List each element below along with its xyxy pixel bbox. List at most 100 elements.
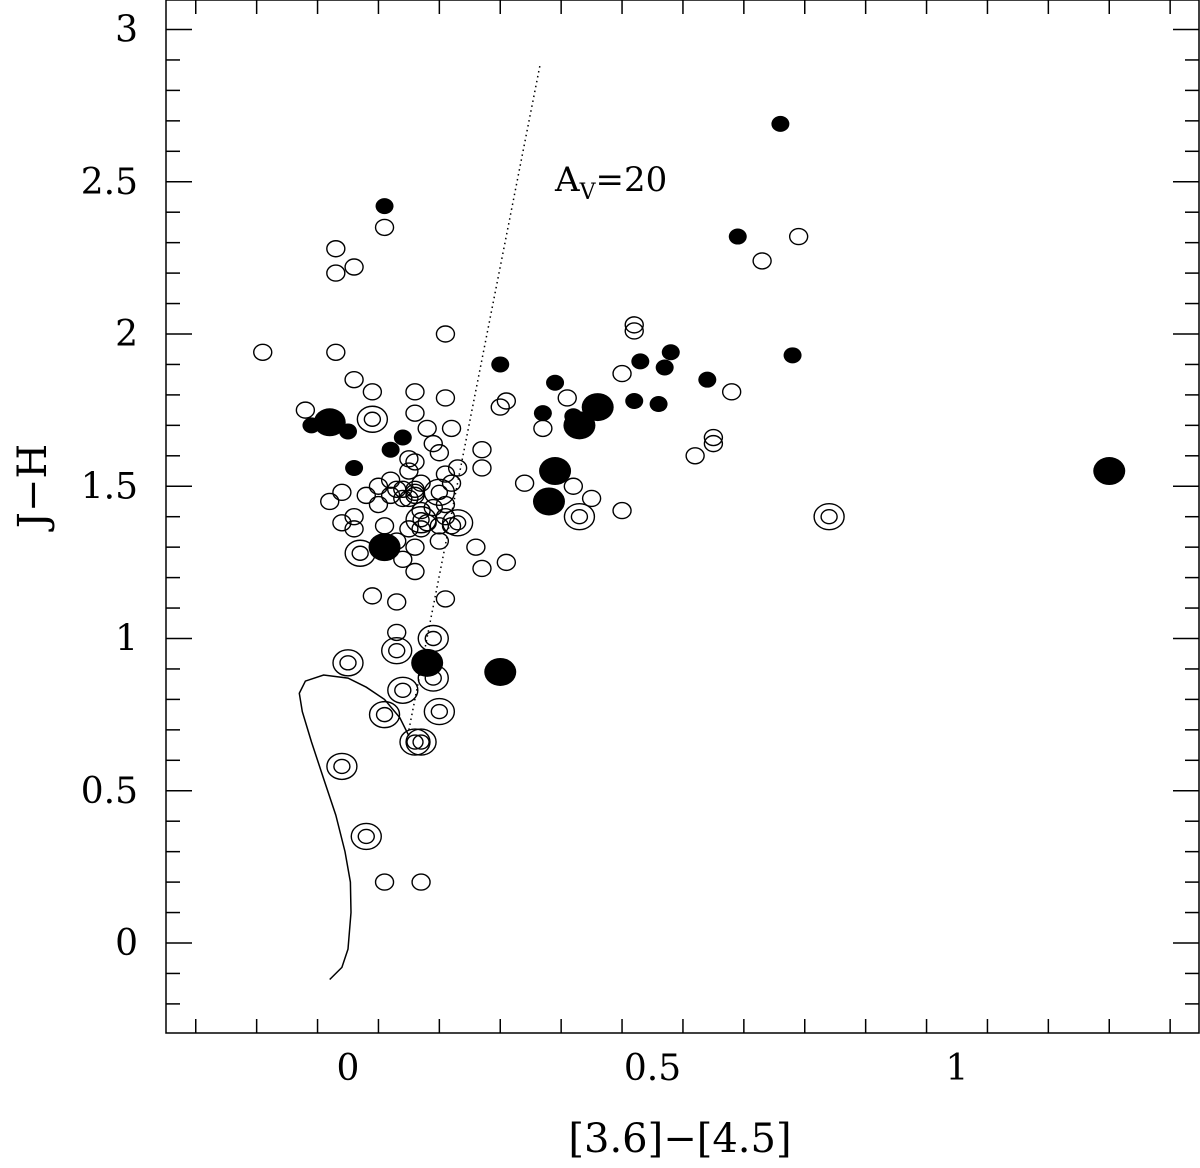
extinction-annotation: AV=20 bbox=[554, 160, 667, 205]
outer-ring bbox=[399, 728, 431, 756]
filled-large-point bbox=[581, 393, 614, 422]
inner-ring bbox=[406, 734, 424, 750]
series-filled-large bbox=[313, 393, 1126, 686]
inner-ring bbox=[424, 630, 442, 647]
open-point bbox=[399, 462, 419, 480]
open-point bbox=[405, 404, 425, 422]
open-point bbox=[490, 398, 510, 416]
open-point bbox=[374, 218, 395, 237]
filled-large-point bbox=[313, 408, 346, 437]
outer-ring bbox=[405, 506, 437, 534]
double-ring-point bbox=[381, 636, 413, 665]
open-point bbox=[362, 383, 383, 401]
double-ring-point bbox=[356, 405, 389, 433]
open-point bbox=[788, 227, 809, 246]
outer-ring bbox=[417, 624, 449, 653]
open-point bbox=[344, 258, 364, 276]
filled-point bbox=[649, 396, 668, 413]
open-point bbox=[612, 364, 632, 383]
double-ring-point bbox=[332, 649, 364, 677]
outer-ring bbox=[405, 728, 437, 756]
inner-ring bbox=[339, 655, 357, 671]
open-point bbox=[399, 450, 419, 468]
open-point bbox=[435, 325, 456, 343]
inner-ring bbox=[357, 828, 375, 845]
open-point bbox=[393, 480, 413, 498]
outer-ring bbox=[813, 503, 845, 531]
filled-point bbox=[381, 441, 400, 458]
outer-ring bbox=[387, 676, 419, 704]
open-point bbox=[703, 434, 724, 453]
filled-large-point bbox=[1093, 457, 1126, 486]
inner-ring bbox=[412, 734, 430, 750]
outer-ring bbox=[563, 503, 596, 531]
open-point bbox=[472, 459, 492, 477]
open-point bbox=[295, 401, 316, 419]
double-ring-point bbox=[405, 728, 437, 756]
open-point bbox=[344, 508, 364, 526]
filled-point bbox=[661, 344, 680, 361]
open-point bbox=[326, 264, 346, 282]
inner-ring bbox=[394, 682, 412, 698]
open-point bbox=[435, 465, 456, 483]
outer-ring bbox=[350, 822, 382, 851]
open-point bbox=[399, 520, 419, 538]
open-point bbox=[423, 434, 443, 453]
filled-point bbox=[393, 429, 412, 446]
series-open-small bbox=[253, 218, 809, 891]
inner-ring bbox=[820, 509, 838, 525]
double-ring-point bbox=[350, 822, 382, 851]
double-ring-point bbox=[441, 509, 474, 537]
open-point bbox=[496, 392, 517, 410]
open-point bbox=[624, 322, 644, 340]
open-point bbox=[374, 517, 395, 535]
outer-ring bbox=[368, 700, 401, 729]
open-point bbox=[332, 483, 352, 502]
open-point bbox=[441, 517, 462, 535]
axis-tick-labels: 0 0.5 1 0 0.5 1 1.5 2 2.5 3 bbox=[81, 10, 969, 1090]
y-tick-label: 1.5 bbox=[81, 466, 138, 507]
open-point bbox=[405, 383, 425, 401]
inner-ring bbox=[570, 509, 589, 525]
outer-ring bbox=[326, 752, 358, 781]
filled-point bbox=[783, 347, 802, 364]
open-point bbox=[447, 459, 468, 477]
open-point bbox=[624, 316, 644, 334]
filled-point bbox=[698, 371, 717, 388]
open-point bbox=[411, 501, 431, 520]
data-points bbox=[253, 115, 1126, 891]
open-point bbox=[374, 873, 395, 891]
open-point bbox=[752, 252, 772, 270]
open-point bbox=[703, 428, 724, 447]
y-tick-label: 0.5 bbox=[81, 771, 138, 812]
open-point bbox=[581, 489, 602, 508]
open-point bbox=[466, 538, 486, 556]
open-point bbox=[514, 474, 535, 492]
filled-point bbox=[771, 115, 790, 132]
main-sequence-locus bbox=[298, 674, 410, 981]
open-point bbox=[320, 492, 340, 511]
inner-ring bbox=[388, 642, 406, 659]
open-point bbox=[435, 590, 456, 608]
open-point bbox=[368, 495, 389, 514]
open-point bbox=[387, 593, 407, 611]
open-point bbox=[344, 520, 364, 538]
open-point bbox=[362, 587, 383, 605]
y-tick-label: 1 bbox=[115, 619, 138, 660]
open-point bbox=[411, 873, 431, 891]
double-ring-point bbox=[423, 478, 456, 507]
filled-point bbox=[728, 228, 747, 245]
open-point bbox=[417, 419, 437, 438]
annotation-main: A bbox=[554, 160, 580, 200]
open-point bbox=[344, 370, 364, 389]
filled-large-point bbox=[563, 411, 596, 440]
filled-large-point bbox=[539, 457, 572, 486]
open-point bbox=[332, 514, 352, 532]
filled-point bbox=[631, 353, 650, 370]
open-point bbox=[405, 562, 425, 581]
inner-ring bbox=[375, 706, 394, 723]
annotation-value: =20 bbox=[596, 160, 668, 200]
y-tick-label: 2 bbox=[115, 314, 138, 355]
y-tick-label: 2.5 bbox=[81, 162, 138, 203]
open-point bbox=[429, 444, 450, 462]
